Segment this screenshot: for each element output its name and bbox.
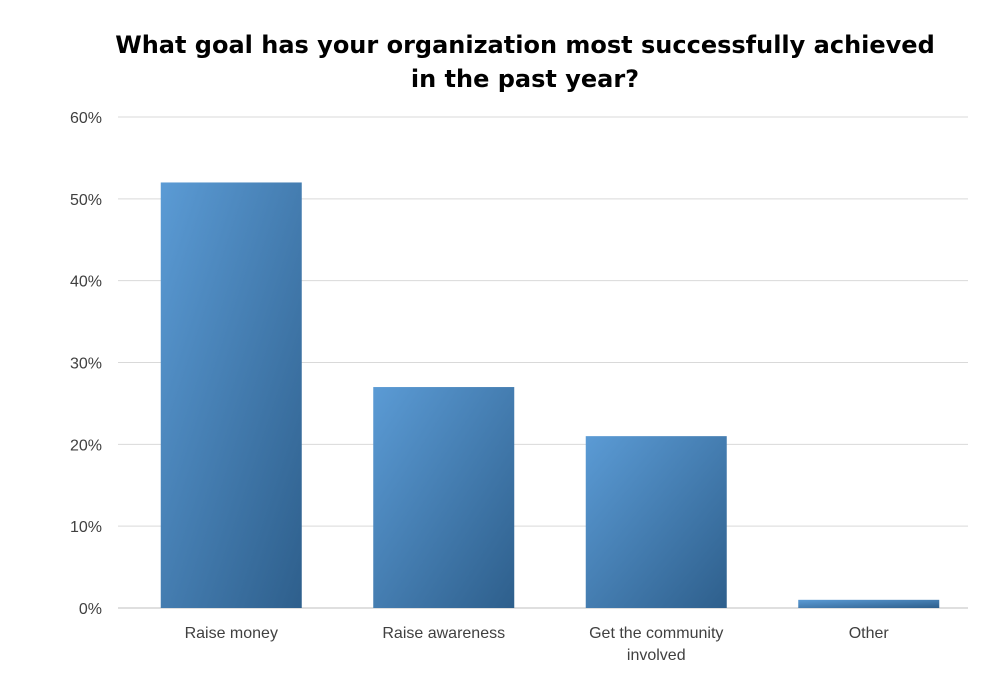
bar-raise-awareness <box>373 387 515 608</box>
bars <box>160 182 940 608</box>
y-tick-label: 50% <box>70 192 102 209</box>
y-tick-label: 10% <box>70 519 102 536</box>
y-tick-label: 30% <box>70 356 102 373</box>
bar-get-the-community-involved <box>585 436 727 608</box>
y-tick-label: 20% <box>70 437 102 454</box>
y-tick-label: 0% <box>79 601 102 618</box>
x-category-label: Raise awareness <box>382 625 505 642</box>
bar-raise-money <box>160 182 302 608</box>
y-axis-tick-labels: 0% 10% 20% 30% 40% 50% 60% <box>70 110 102 618</box>
x-axis-category-labels: Raise money Raise awareness Get the commun… <box>185 625 890 664</box>
bar-other <box>798 599 940 608</box>
x-category-label: Raise money <box>185 625 278 642</box>
chart-title-line-2: in the past year? <box>410 65 640 93</box>
y-tick-label: 40% <box>70 274 102 291</box>
chart-title: What goal has your organization most suc… <box>0 28 1000 96</box>
y-tick-label: 60% <box>70 110 102 127</box>
x-category-label: Other <box>849 625 890 642</box>
chart-title-line-1: What goal has your organization most suc… <box>115 31 935 59</box>
x-category-label: Get the community involved <box>589 625 723 664</box>
